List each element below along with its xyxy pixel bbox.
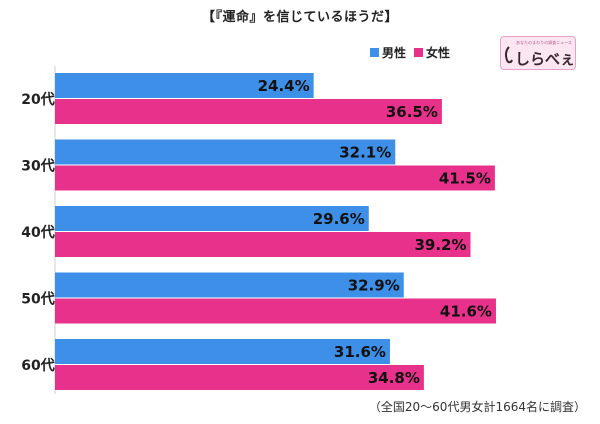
legend-item-male: 男性 <box>370 44 406 61</box>
data-label-male: 29.6% <box>313 210 365 228</box>
brand-logo: あなたのまわりの調査ニュース しらべぇ <box>500 36 576 70</box>
legend: 男性 女性 <box>370 44 450 61</box>
legend-swatch-male <box>370 48 379 57</box>
bar-female <box>55 298 496 324</box>
data-label-female: 34.8% <box>368 369 420 387</box>
bar-male <box>55 272 404 298</box>
bar-male <box>55 206 369 231</box>
bar-male <box>55 139 396 165</box>
category-label: 20代 <box>21 91 54 108</box>
data-label-female: 41.6% <box>440 303 492 321</box>
data-label-female: 41.5% <box>439 170 491 188</box>
bar-female <box>55 165 495 191</box>
category-label: 40代 <box>21 224 54 241</box>
chart-title: 【『運命』を信じているほうだ】 <box>201 10 398 25</box>
legend-swatch-female <box>414 48 424 57</box>
logo-text: しらべぇ <box>515 50 576 68</box>
data-label-male: 32.1% <box>339 144 391 162</box>
data-label-female: 36.5% <box>386 103 438 121</box>
legend-label-male: 男性 <box>382 46 407 60</box>
bar-female <box>55 99 442 124</box>
data-label-male: 24.4% <box>258 77 310 95</box>
bar-female <box>55 365 424 390</box>
data-label-female: 39.2% <box>414 236 466 254</box>
category-label: 30代 <box>21 158 54 175</box>
footnote: （全国20～60代男女計1664名に調査） <box>368 400 586 414</box>
legend-item-female: 女性 <box>414 44 450 61</box>
category-label: 50代 <box>21 291 54 308</box>
data-label-male: 32.9% <box>348 277 400 295</box>
logo-tagline: あなたのまわりの調査ニュース <box>516 40 572 45</box>
bar-male <box>55 339 390 364</box>
logo-mark-icon <box>504 46 513 64</box>
legend-label-female: 女性 <box>426 46 451 60</box>
category-label: 60代 <box>21 357 54 374</box>
data-label-male: 31.6% <box>334 343 386 361</box>
bar-male <box>55 73 314 98</box>
bar-female <box>55 232 471 257</box>
